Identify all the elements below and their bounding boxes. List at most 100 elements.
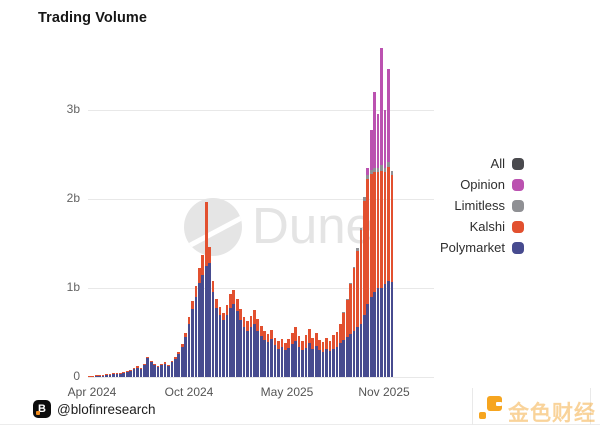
bar-week-61[interactable]: [297, 40, 301, 377]
bar-week-77[interactable]: [352, 40, 356, 377]
bar-week-0[interactable]: [88, 40, 91, 377]
bar-week-88[interactable]: [390, 40, 394, 377]
bar-week-57[interactable]: [283, 40, 287, 377]
bar-week-71[interactable]: [332, 40, 335, 377]
bar-week-63[interactable]: [304, 40, 308, 377]
bar-week-76[interactable]: [349, 40, 352, 377]
bar-week-54[interactable]: [273, 40, 277, 377]
bar-week-73[interactable]: [338, 40, 342, 377]
bar-week-34[interactable]: [204, 40, 208, 377]
bar-week-37[interactable]: [215, 40, 218, 377]
bar-week-7[interactable]: [112, 40, 115, 377]
bar-week-65[interactable]: [311, 40, 315, 377]
bar-segment-polymarket: [376, 288, 380, 377]
bar-week-27[interactable]: [180, 40, 184, 377]
legend-item-limitless[interactable]: Limitless: [440, 195, 524, 216]
bar-week-66[interactable]: [314, 40, 318, 377]
bar-week-83[interactable]: [373, 40, 377, 377]
bar-week-49[interactable]: [256, 40, 260, 377]
bar-week-36[interactable]: [211, 40, 215, 377]
legend-item-kalshi[interactable]: Kalshi: [440, 216, 524, 237]
bar-week-69[interactable]: [325, 40, 328, 377]
bar-week-15[interactable]: [139, 40, 143, 377]
bar-week-38[interactable]: [218, 40, 222, 377]
bar-week-11[interactable]: [125, 40, 129, 377]
bar-week-81[interactable]: [366, 40, 370, 377]
bar-week-10[interactable]: [122, 40, 126, 377]
bar-week-35[interactable]: [208, 40, 212, 377]
bar-week-80[interactable]: [363, 40, 366, 377]
bar-week-55[interactable]: [277, 40, 280, 377]
bar-week-56[interactable]: [280, 40, 284, 377]
bar-week-70[interactable]: [328, 40, 332, 377]
bar-segment-polymarket: [129, 371, 132, 377]
bar-week-17[interactable]: [146, 40, 150, 377]
bar-week-47[interactable]: [249, 40, 253, 377]
bar-week-42[interactable]: [232, 40, 236, 377]
bar-week-62[interactable]: [301, 40, 304, 377]
bar-week-72[interactable]: [335, 40, 339, 377]
bar-week-18[interactable]: [149, 40, 153, 377]
bar-week-40[interactable]: [225, 40, 229, 377]
bar-week-3[interactable]: [98, 40, 101, 377]
bar-week-48[interactable]: [253, 40, 256, 377]
bar-segment-polymarket: [101, 375, 105, 377]
bar-segment-polymarket: [125, 372, 129, 377]
bar-week-82[interactable]: [369, 40, 373, 377]
bar-week-29[interactable]: [187, 40, 191, 377]
bar-week-21[interactable]: [160, 40, 163, 377]
bar-week-45[interactable]: [242, 40, 246, 377]
bar-week-51[interactable]: [263, 40, 267, 377]
bar-week-4[interactable]: [101, 40, 105, 377]
bar-week-22[interactable]: [163, 40, 167, 377]
bar-week-85[interactable]: [380, 40, 383, 377]
bar-week-26[interactable]: [177, 40, 181, 377]
bar-week-68[interactable]: [321, 40, 325, 377]
legend-item-polymarket[interactable]: Polymarket: [440, 237, 524, 258]
bar-week-6[interactable]: [108, 40, 112, 377]
legend-item-opinion[interactable]: Opinion: [440, 174, 524, 195]
bar-week-43[interactable]: [235, 40, 239, 377]
bar-week-67[interactable]: [318, 40, 322, 377]
bar-week-5[interactable]: [105, 40, 108, 377]
bar-week-2[interactable]: [94, 40, 98, 377]
bar-week-39[interactable]: [222, 40, 225, 377]
bar-week-64[interactable]: [308, 40, 311, 377]
bar-week-86[interactable]: [383, 40, 387, 377]
bar-week-14[interactable]: [136, 40, 139, 377]
bar-week-44[interactable]: [239, 40, 242, 377]
bar-week-28[interactable]: [184, 40, 187, 377]
bar-week-19[interactable]: [153, 40, 157, 377]
bar-week-53[interactable]: [270, 40, 273, 377]
bar-week-12[interactable]: [129, 40, 132, 377]
bar-week-50[interactable]: [259, 40, 263, 377]
bar-week-13[interactable]: [132, 40, 136, 377]
bar-week-32[interactable]: [198, 40, 201, 377]
bar-week-46[interactable]: [246, 40, 249, 377]
bar-week-84[interactable]: [376, 40, 380, 377]
bar-week-8[interactable]: [115, 40, 119, 377]
bar-week-87[interactable]: [387, 40, 390, 377]
bar-week-59[interactable]: [290, 40, 294, 377]
bar-week-1[interactable]: [91, 40, 95, 377]
bar-week-24[interactable]: [170, 40, 174, 377]
bar-week-74[interactable]: [342, 40, 346, 377]
bar-week-58[interactable]: [287, 40, 291, 377]
bar-week-79[interactable]: [359, 40, 363, 377]
bar-week-23[interactable]: [167, 40, 170, 377]
bar-week-52[interactable]: [266, 40, 270, 377]
bar-week-20[interactable]: [156, 40, 160, 377]
bar-week-75[interactable]: [345, 40, 349, 377]
bar-week-41[interactable]: [228, 40, 232, 377]
bar-week-30[interactable]: [191, 40, 194, 377]
bar-week-78[interactable]: [356, 40, 359, 377]
legend-item-all[interactable]: All: [440, 153, 524, 174]
bar-week-25[interactable]: [173, 40, 177, 377]
bar-week-33[interactable]: [201, 40, 205, 377]
bar-week-9[interactable]: [118, 40, 122, 377]
bar-week-31[interactable]: [194, 40, 198, 377]
bar-week-60[interactable]: [294, 40, 297, 377]
bar-week-16[interactable]: [143, 40, 146, 377]
bar-segment-kalshi: [297, 336, 301, 347]
bar-segment-kalshi: [180, 343, 184, 347]
